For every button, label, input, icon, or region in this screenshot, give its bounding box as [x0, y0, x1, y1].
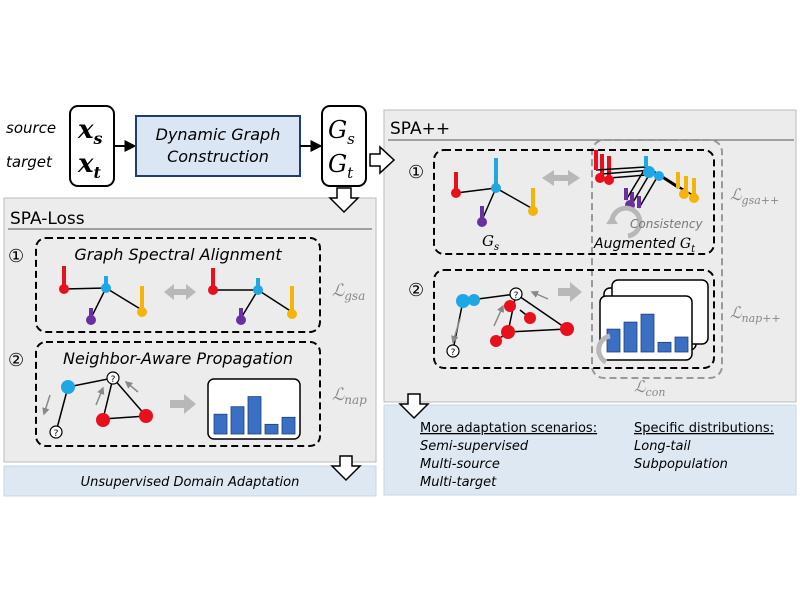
nap-graph: ? ? [42, 371, 153, 439]
loss-gsa: ℒgsa [332, 281, 365, 303]
target-label: target [6, 153, 53, 171]
xs-symbol: xs [77, 115, 103, 148]
spapp-loop-icon [596, 333, 611, 365]
step1-title: Graph Spectral Alignment [74, 245, 282, 264]
svg-text:?: ? [54, 429, 59, 439]
gt-symbol: Gt [328, 150, 354, 182]
graph-source-small [59, 266, 147, 325]
spapp-nap-graph: ? ? [446, 287, 574, 358]
distributions-header: Specific distributions: [634, 421, 774, 436]
scenario-item-0: Semi-supervised [420, 439, 529, 454]
loss-nap-pp: ℒnap++ [730, 303, 781, 325]
svg-text:?: ? [451, 348, 456, 358]
augmented-gt-label: Augmented Gt [593, 236, 696, 255]
hist2-bar-4 [674, 336, 689, 353]
svg-text:?: ? [514, 291, 519, 301]
spapp-source-graph [451, 158, 538, 227]
hist2-bar-2 [640, 313, 655, 353]
spa-pp-title: SPA++ [390, 119, 450, 139]
consistency-loop-icon [609, 205, 643, 239]
down-arrow-to-scenarios [398, 393, 430, 420]
spa-loss-panel [3, 197, 377, 463]
augmented-dashed-column [591, 139, 723, 379]
step1-number: ① [8, 246, 24, 267]
distribution-item-0: Long-tail [634, 439, 691, 454]
spa-pp-panel [383, 109, 797, 403]
hist1-bar-3 [264, 423, 279, 435]
spapp-step1-number: ① [408, 162, 424, 183]
graph-box [321, 105, 367, 187]
scenarios-header: More adaptation scenarios: [420, 421, 597, 436]
spapp-propagation-arrow [558, 282, 582, 302]
loss-gsa-pp: ℒgsa++ [730, 185, 779, 207]
consistency-label: Consistency [630, 217, 703, 231]
construction-line2: Construction [167, 147, 269, 166]
step2-number: ② [8, 350, 24, 371]
alignment-arrow [164, 284, 196, 300]
scenario-item-2: Multi-target [420, 475, 497, 490]
hist1-bar-2 [247, 396, 262, 435]
distribution-item-1: Subpopulation [634, 457, 728, 472]
step1-box [35, 237, 321, 333]
hist1-bar-0 [213, 413, 228, 435]
gs-symbol: Gs [328, 116, 355, 148]
propagation-arrow [170, 394, 196, 414]
spapp-gs-label: Gs [482, 232, 499, 253]
graph-target-small [208, 268, 297, 325]
down-arrow-to-uda [330, 455, 362, 482]
histogram [213, 396, 296, 435]
hist2-bar-3 [657, 341, 672, 353]
hist2-bar-1 [623, 321, 638, 353]
loss-nap: ℒnap [332, 385, 367, 407]
loss-con: ℒcon [634, 377, 665, 399]
xt-symbol: xt [77, 149, 102, 182]
spapp-step2-number: ② [408, 280, 424, 301]
svg-text:?: ? [111, 375, 116, 385]
consistency-loop-arrowhead [606, 215, 618, 224]
uda-footer-box [3, 465, 377, 497]
augmented-graph-stack [594, 150, 699, 210]
uda-label: Unsupervised Domain Adaptation [81, 475, 300, 490]
hist2-bar-0 [606, 328, 621, 353]
scenarios-box [383, 404, 797, 496]
scenario-item-1: Multi-source [420, 457, 500, 472]
step2-title: Neighbor-Aware Propagation [63, 349, 293, 368]
spapp-step2-box [433, 269, 715, 369]
right-arrow-to-spa-pp [369, 145, 396, 175]
step2-box [35, 341, 321, 447]
hist1-bar-4 [281, 416, 296, 435]
construction-line1: Dynamic Graph [156, 125, 281, 144]
down-arrow-to-spa-loss [328, 187, 360, 214]
source-label: source [6, 119, 56, 137]
spa-loss-title: SPA-Loss [10, 209, 85, 229]
spapp-histogram [606, 313, 689, 353]
spapp-alignment-arrow [542, 170, 580, 186]
hist1-bar-1 [230, 406, 245, 435]
